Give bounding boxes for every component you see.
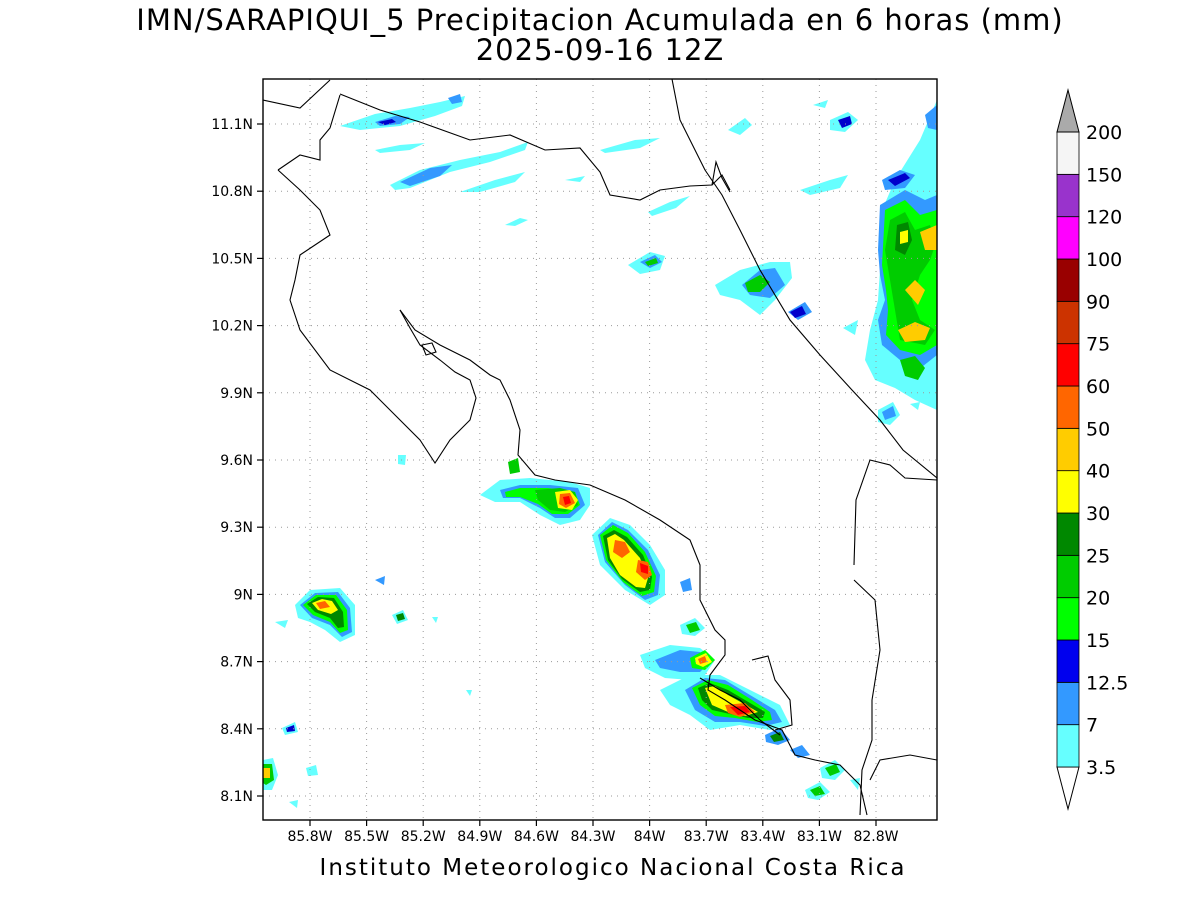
- colorbar-swatch: [1056, 639, 1080, 683]
- nicoya-island: [421, 342, 437, 356]
- rain-cell-west: [263, 455, 472, 808]
- nicoya-gulf: [399, 309, 868, 816]
- longitude-axis: 85.8W 85.5W 85.2W 84.9W 84.6W 84.3W 84W 83.7W 83…: [287, 820, 899, 845]
- san-juan-inlet: [711, 174, 731, 191]
- colorbar-label: 120: [1086, 207, 1122, 229]
- caribbean-coast: [671, 79, 937, 479]
- lon-tick-label: 84.6W: [514, 829, 559, 845]
- lon-tick-label: 84.9W: [457, 829, 502, 845]
- lon-tick-label: 83.4W: [740, 829, 785, 845]
- colorbar-label: 75: [1086, 334, 1110, 356]
- lat-tick-label: 11.1N: [211, 117, 253, 133]
- lat-tick-label: 9N: [234, 587, 253, 603]
- coastlines: [263, 79, 937, 816]
- colorbar-label: 60: [1086, 376, 1110, 398]
- lon-tick-label: 85.5W: [344, 829, 389, 845]
- nicaragua-lake-shore: [263, 79, 331, 109]
- institution-credit: Instituto Meteorologico Nacional Costa R…: [319, 855, 907, 881]
- lat-tick-label: 8.1N: [220, 789, 253, 805]
- colorbar-label: 3.5: [1086, 757, 1116, 779]
- colorbar-label: 20: [1086, 588, 1110, 610]
- lon-tick-label: 83.7W: [684, 829, 729, 845]
- lat-tick-label: 10.2N: [211, 319, 253, 335]
- colorbar-label: 100: [1086, 249, 1122, 271]
- panama-border: [853, 459, 937, 566]
- pacific-nicoya-coast: [277, 94, 341, 171]
- colorbar-swatch: [1056, 681, 1080, 726]
- map-title: IMN/SARAPIQUI_5 Precipitacion Acumulada …: [136, 3, 1064, 37]
- colorbar-swatch: [1056, 216, 1080, 260]
- colorbar-swatch: [1056, 470, 1080, 514]
- colorbar-min-triangle: [1056, 766, 1080, 811]
- precipitation-field: [263, 94, 937, 808]
- lon-tick-label: 84W: [634, 829, 666, 845]
- latitude-axis: 11.1N 10.8N 10.5N 10.2N 9.9N 9.6N 9.3N 9N 8.7N 8.…: [211, 117, 263, 805]
- lat-tick-label: 8.4N: [220, 722, 253, 738]
- rain-cell-pacific-south: [640, 618, 860, 800]
- lake-nicaragua-south: [339, 93, 731, 201]
- lat-tick-label: 8.7N: [220, 655, 253, 671]
- colorbar-swatch: [1056, 343, 1080, 387]
- colorbar-swatch: [1056, 173, 1080, 218]
- colorbar-max-triangle: [1056, 88, 1080, 133]
- colorbar-label: 50: [1086, 418, 1110, 440]
- plot-frame: [262, 78, 938, 821]
- colorbar-label: 25: [1086, 545, 1110, 567]
- bocas-coast: [869, 754, 937, 781]
- rain-cell-ne: [728, 100, 937, 425]
- lat-tick-label: 9.6N: [220, 453, 253, 469]
- colorbar-label: 200: [1086, 122, 1122, 144]
- guanacaste-coast: [277, 169, 477, 465]
- lat-tick-label: 10.8N: [211, 184, 253, 200]
- colorbar-swatch: [1056, 554, 1080, 599]
- rain-cell-pacific-central: [480, 458, 692, 605]
- colorbar-swatch: [1056, 724, 1080, 768]
- rain-cell-north-central: [628, 252, 858, 335]
- colorbar-swatch: [1056, 597, 1080, 641]
- panama-pacific-coast: [853, 579, 881, 816]
- osa-peninsula: [699, 677, 781, 736]
- rain-cell-nw-streaks: [340, 94, 690, 226]
- colorbar-label: 40: [1086, 461, 1110, 483]
- map-subtitle-date: 2025-09-16 12Z: [475, 33, 725, 67]
- colorbar-label: 30: [1086, 503, 1110, 525]
- map-gridlines: [263, 79, 937, 820]
- colorbar-swatch: [1056, 131, 1080, 175]
- lon-tick-label: 82.8W: [853, 829, 898, 845]
- golfito-bay: [751, 655, 793, 731]
- lon-tick-label: 84.3W: [570, 829, 615, 845]
- lat-tick-label: 9.9N: [220, 386, 253, 402]
- colorbar-swatch: [1056, 427, 1080, 472]
- lat-tick-label: 9.3N: [220, 520, 253, 536]
- colorbar-legend: 3.5 7 12.5 15 20 25 30 40 50 60 75 90 100 120 150 200: [1056, 88, 1128, 811]
- colorbar-swatch: [1056, 385, 1080, 429]
- colorbar-swatch: [1056, 512, 1080, 556]
- colorbar-label: 15: [1086, 630, 1110, 652]
- lon-tick-label: 85.2W: [401, 829, 446, 845]
- lat-tick-label: 10.5N: [211, 251, 253, 267]
- colorbar-label: 90: [1086, 291, 1110, 313]
- lon-tick-label: 85.8W: [287, 829, 332, 845]
- colorbar-swatch: [1056, 258, 1080, 302]
- colorbar-label: 7: [1086, 715, 1098, 737]
- colorbar-swatch: [1056, 300, 1080, 345]
- lon-tick-label: 83.1W: [797, 829, 842, 845]
- colorbar-label: 150: [1086, 164, 1122, 186]
- colorbar-label: 12.5: [1086, 672, 1128, 694]
